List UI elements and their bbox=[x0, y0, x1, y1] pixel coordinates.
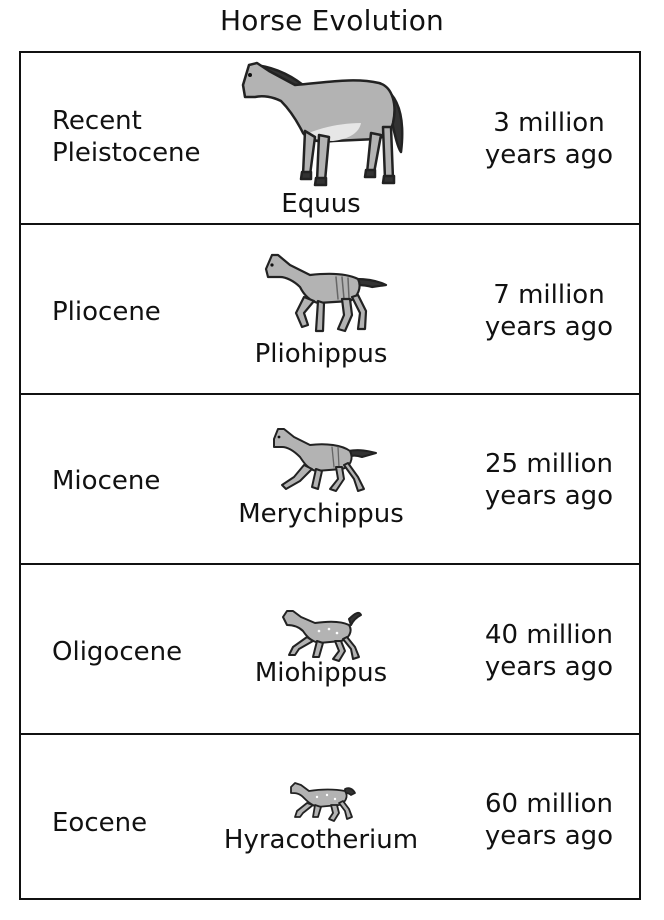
table-row-miohippus: Oligocene Miohippus 40 million years ago bbox=[21, 563, 639, 733]
evolution-table: Recent Pleistocene bbox=[19, 51, 641, 900]
equus-horse-icon bbox=[241, 61, 404, 187]
epoch-label: Oligocene bbox=[52, 636, 182, 668]
table-row-pliohippus: Pliocene Pliohippus 7 million years ago bbox=[21, 223, 639, 393]
epoch-line: Oligocene bbox=[52, 637, 183, 667]
age-line: years ago bbox=[484, 481, 614, 511]
table-row-hyracotherium: Eocene Hyracotherium 60 million years ag… bbox=[21, 733, 639, 900]
pliohippus-horse-icon bbox=[264, 253, 388, 333]
age-line: 7 million bbox=[493, 280, 605, 310]
hyracotherium-horse-icon bbox=[290, 782, 356, 822]
table-row-equus: Recent Pleistocene bbox=[21, 53, 639, 223]
age-label: 25 million years ago bbox=[479, 448, 619, 512]
age-line: years ago bbox=[484, 652, 614, 682]
genus-label: Pliohippus bbox=[254, 339, 388, 369]
age-label: 7 million years ago bbox=[479, 279, 619, 343]
age-line: 40 million bbox=[485, 620, 613, 650]
genus-label: Equus bbox=[281, 189, 361, 219]
age-label: 40 million years ago bbox=[479, 619, 619, 683]
epoch-line: Eocene bbox=[52, 808, 148, 838]
miohippus-horse-icon bbox=[282, 610, 362, 662]
genus-label: Merychippus bbox=[238, 499, 404, 529]
epoch-line: Pliocene bbox=[52, 297, 161, 327]
epoch-line: Pleistocene bbox=[52, 138, 201, 168]
age-label: 3 million years ago bbox=[479, 107, 619, 171]
age-label: 60 million years ago bbox=[479, 788, 619, 852]
table-row-merychippus: Miocene Merychippus 25 million years ago bbox=[21, 393, 639, 563]
epoch-label: Miocene bbox=[52, 465, 160, 497]
epoch-label: Pliocene bbox=[52, 296, 161, 328]
epoch-label: Eocene bbox=[52, 807, 147, 839]
age-line: years ago bbox=[484, 140, 614, 170]
genus-label: Miohippus bbox=[254, 658, 388, 688]
epoch-label: Recent Pleistocene bbox=[52, 105, 201, 169]
epoch-line: Recent bbox=[52, 106, 142, 136]
merychippus-horse-icon bbox=[273, 428, 377, 492]
genus-label: Hyracotherium bbox=[223, 825, 419, 855]
diagram-title: Horse Evolution bbox=[220, 4, 444, 37]
age-line: years ago bbox=[484, 821, 614, 851]
age-line: 3 million bbox=[493, 108, 605, 138]
age-line: years ago bbox=[484, 312, 614, 342]
age-line: 25 million bbox=[485, 449, 613, 479]
epoch-line: Miocene bbox=[52, 466, 161, 496]
age-line: 60 million bbox=[485, 789, 613, 819]
